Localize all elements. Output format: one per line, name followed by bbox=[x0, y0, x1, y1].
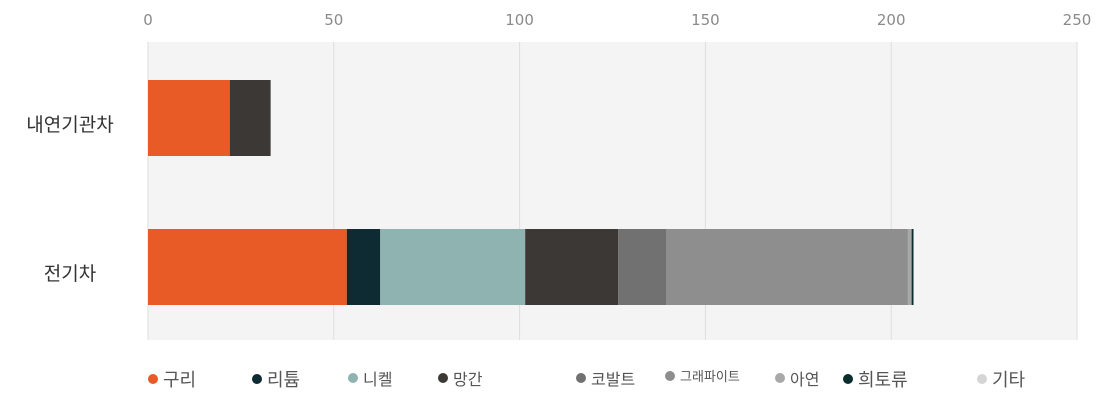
legend-swatch bbox=[252, 374, 262, 384]
category-label: 전기차 bbox=[44, 263, 96, 285]
legend-item: 구리 bbox=[148, 366, 196, 392]
legend-swatch bbox=[576, 373, 586, 383]
legend-swatch bbox=[977, 374, 987, 384]
legend-label: 망간 bbox=[453, 370, 483, 389]
legend-label: 희토류 bbox=[858, 370, 908, 391]
legend-label: 아연 bbox=[790, 370, 820, 389]
legend-item: 니켈 bbox=[348, 366, 392, 390]
legend-label: 기타 bbox=[992, 370, 1026, 391]
legend-swatch bbox=[148, 374, 158, 384]
bar-segment bbox=[380, 229, 526, 305]
bar-segment bbox=[907, 229, 912, 305]
bar-segment bbox=[666, 229, 908, 305]
legend-item: 희토류 bbox=[843, 366, 908, 392]
legend-label: 니켈 bbox=[363, 370, 393, 389]
legend-swatch bbox=[775, 373, 785, 383]
legend-swatch bbox=[438, 373, 448, 383]
x-tick-label: 200 bbox=[877, 11, 906, 29]
bar-segment bbox=[229, 80, 271, 156]
legend-label: 리튬 bbox=[267, 370, 301, 391]
bar-segment bbox=[148, 229, 347, 305]
x-tick-label: 50 bbox=[324, 11, 343, 29]
legend-item: 그래파이트 bbox=[665, 366, 740, 385]
x-tick-label: 100 bbox=[505, 11, 534, 29]
legend-label: 코발트 bbox=[591, 370, 636, 389]
bar-segment bbox=[148, 80, 230, 156]
x-tick-label: 150 bbox=[691, 11, 720, 29]
bar-segment bbox=[525, 229, 619, 305]
bar-segment bbox=[346, 229, 381, 305]
legend-swatch bbox=[348, 373, 358, 383]
bar-segment bbox=[618, 229, 667, 305]
legend: 구리 리튬 니켈 망간 코발트 그래파이트 아연 희토류 기타 bbox=[0, 366, 1109, 396]
legend-item: 망간 bbox=[438, 366, 482, 390]
legend-swatch bbox=[843, 374, 853, 384]
category-label: 내연기관차 bbox=[26, 114, 113, 136]
x-tick-label: 250 bbox=[1063, 11, 1092, 29]
legend-item: 아연 bbox=[775, 366, 819, 390]
legend-label: 구리 bbox=[163, 370, 197, 391]
legend-item: 리튬 bbox=[252, 366, 300, 392]
legend-item: 코발트 bbox=[576, 366, 635, 390]
legend-item: 기타 bbox=[977, 366, 1025, 392]
legend-swatch bbox=[665, 370, 675, 381]
x-tick-label: 0 bbox=[143, 11, 153, 29]
legend-label: 그래파이트 bbox=[680, 370, 740, 385]
bar-segment bbox=[911, 229, 914, 305]
